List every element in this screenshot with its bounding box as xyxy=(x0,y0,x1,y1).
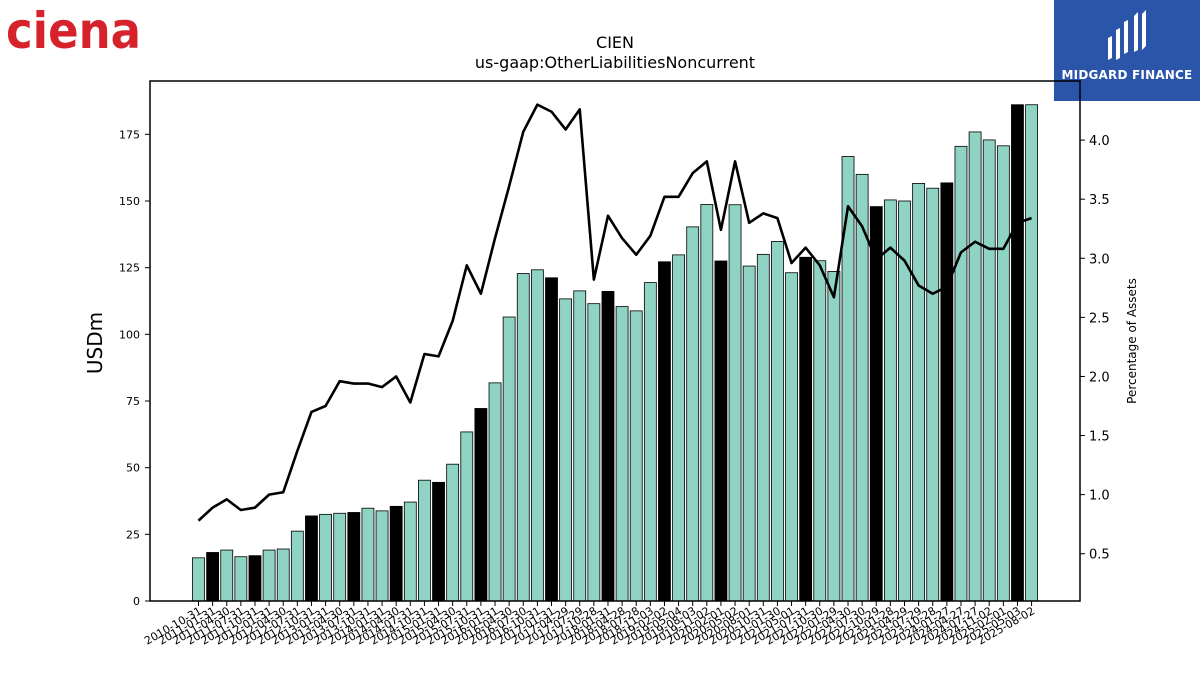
y-tick-label: 25 xyxy=(126,528,140,541)
bar-2015-10-31 xyxy=(474,408,488,602)
y-tick-label: 75 xyxy=(126,395,140,408)
bar-2018-11-03 xyxy=(643,282,657,602)
bar-2023-01-28 xyxy=(883,199,897,602)
y2-tick-label: 1.5 xyxy=(1089,430,1110,445)
bar-2017-04-29 xyxy=(559,298,573,602)
bar-2017-07-29 xyxy=(573,290,587,602)
y-tick-label: 125 xyxy=(119,262,140,275)
bar-2011-10-31 xyxy=(248,555,262,602)
bar-2019-08-03 xyxy=(686,226,700,602)
bar-2011-07-31 xyxy=(234,556,248,602)
bar-2014-07-31 xyxy=(403,501,417,602)
midgard-emblem-icon xyxy=(1108,10,1146,60)
bar-2024-01-27 xyxy=(940,182,954,602)
bar-2020-02-01 xyxy=(714,260,728,602)
y-tick-label: 175 xyxy=(119,128,140,141)
bar-2016-10-31 xyxy=(530,269,544,602)
bar-2017-01-31 xyxy=(545,277,558,602)
bar-2015-04-30 xyxy=(446,463,460,602)
bar-2021-10-30 xyxy=(813,260,827,602)
plot-frame xyxy=(149,80,1081,602)
chart-title: CIEN xyxy=(596,33,634,52)
bar-2016-07-30 xyxy=(516,273,530,602)
bar-2023-10-28 xyxy=(926,187,940,602)
bar-2014-04-30 xyxy=(389,505,403,602)
chart-subtitle: us-gaap:OtherLiabilitiesNoncurrent xyxy=(474,53,756,72)
y-axis-label: USDm xyxy=(83,312,107,374)
bar-2021-01-30 xyxy=(771,241,784,602)
y2-axis-label: Percentage of Assets xyxy=(1125,278,1139,404)
bar-2012-07-31 xyxy=(290,530,304,602)
bar-2016-04-30 xyxy=(502,316,516,602)
bar-2013-01-31 xyxy=(319,513,332,602)
y2-tick-label: 3.5 xyxy=(1089,193,1110,208)
bar-2010-10-31 xyxy=(192,557,205,602)
ciena-logo-wordmark: ciena xyxy=(6,2,141,54)
bar-2024-04-27 xyxy=(954,145,968,602)
bar-2024-11-02 xyxy=(982,139,996,602)
y2-tick-label: 3.0 xyxy=(1089,252,1110,267)
bar-2014-10-31 xyxy=(418,479,431,602)
midgard-finance-logo: MIDGARD FINANCE xyxy=(1054,0,1200,101)
bar-2015-01-31 xyxy=(432,481,445,602)
bar-2020-05-02 xyxy=(728,204,742,602)
bar-2012-04-30 xyxy=(276,548,290,602)
bar-2018-04-28 xyxy=(615,306,629,602)
bar-2013-10-31 xyxy=(361,507,375,602)
bar-2011-04-30 xyxy=(220,549,234,602)
y-tick-label: 50 xyxy=(126,462,140,475)
bar-2022-10-29 xyxy=(869,206,883,602)
bar-2025-08-02 xyxy=(1025,104,1038,602)
y2-tick-label: 2.0 xyxy=(1089,370,1110,385)
y2-tick-label: 4.0 xyxy=(1089,134,1110,149)
bar-2019-02-02 xyxy=(658,261,671,602)
bar-2022-01-29 xyxy=(827,270,841,602)
bar-2014-01-31 xyxy=(375,510,389,602)
bar-2012-01-31 xyxy=(262,549,276,602)
bar-2025-02-01 xyxy=(996,145,1010,602)
bar-2019-11-02 xyxy=(700,204,714,602)
bar-2020-10-31 xyxy=(756,253,770,602)
bar-2017-10-28 xyxy=(587,303,601,602)
bar-2011-01-31 xyxy=(206,552,220,602)
bar-2024-07-27 xyxy=(968,131,982,602)
bar-2013-04-30 xyxy=(333,512,347,602)
bar-2015-07-31 xyxy=(460,431,474,602)
bar-2019-05-04 xyxy=(672,254,685,602)
y2-tick-label: 1.0 xyxy=(1089,489,1110,504)
bar-2021-07-31 xyxy=(799,256,813,602)
bar-2013-07-31 xyxy=(347,512,361,602)
ciena-logo: ciena xyxy=(6,2,151,60)
bar-2012-10-31 xyxy=(305,515,318,602)
bar-2018-01-31 xyxy=(601,290,615,602)
bar-2023-07-29 xyxy=(912,182,926,602)
bar-2020-08-01 xyxy=(742,265,756,602)
y2-tick-label: 2.5 xyxy=(1089,311,1110,326)
bar-2016-01-31 xyxy=(488,382,502,602)
y-tick-label: 150 xyxy=(119,195,140,208)
y-tick-label: 0 xyxy=(133,595,140,608)
bar-2025-05-03 xyxy=(1011,104,1024,602)
bar-2022-04-30 xyxy=(841,156,855,602)
midgard-finance-wordmark: MIDGARD FINANCE xyxy=(1061,68,1193,82)
y2-tick-label: 0.5 xyxy=(1089,548,1110,563)
y-tick-label: 100 xyxy=(119,328,140,341)
bar-2018-07-28 xyxy=(629,310,643,602)
bar-2021-05-01 xyxy=(785,272,798,602)
percentage-of-assets-line xyxy=(197,103,1032,522)
